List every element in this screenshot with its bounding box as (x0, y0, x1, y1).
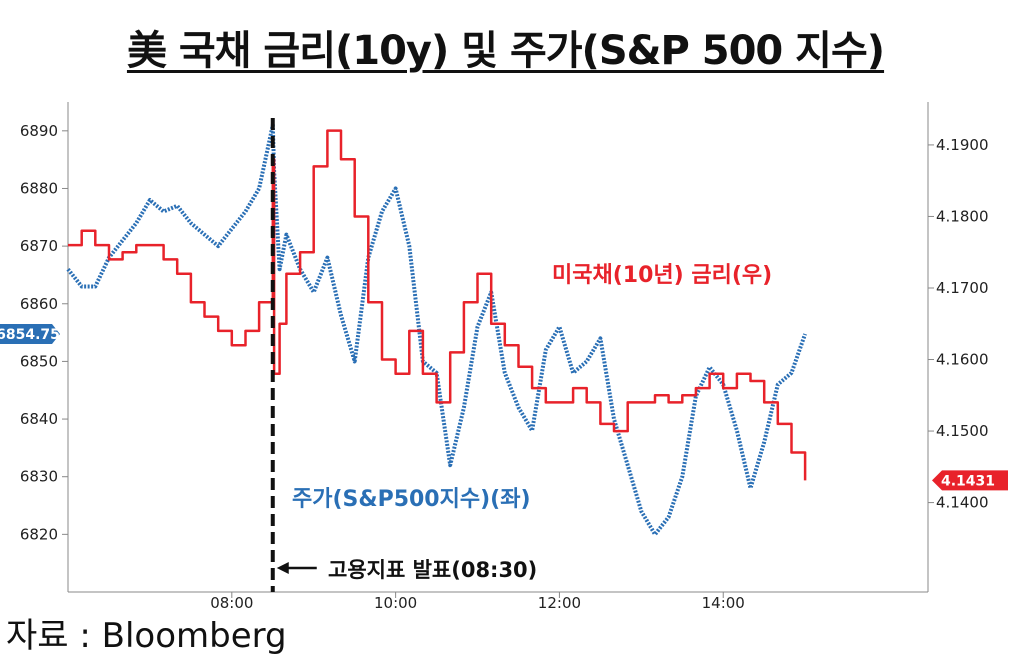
right-axis-ticks: 4.1400 4.1500 4.1600 4.1700 4.1800 4.1900 (928, 136, 989, 512)
right-tick-label: 4.1700 (936, 279, 989, 297)
right-tick-label: 4.1800 (936, 207, 989, 225)
stock-series-label: 주가(S&P500지수)(좌) (292, 487, 531, 512)
page-title: 美 국채 금리(10y) 및 주가(S&P 500 지수) (0, 18, 1011, 76)
left-tick-label: 6830 (20, 468, 58, 486)
left-axis-ticks: 6820 6830 6840 6850 6860 6870 6880 6890 (20, 122, 68, 543)
chart-axes (67, 102, 929, 593)
page-title-text: 美 국채 금리(10y) 및 주가(S&P 500 지수) (126, 28, 885, 74)
left-last-value-tag (0, 324, 60, 345)
left-tick-label: 6850 (20, 352, 58, 370)
stock-series-line (66, 123, 807, 537)
event-marker (270, 118, 317, 592)
left-tick-label: 6870 (20, 237, 58, 255)
left-tick-label: 6820 (20, 525, 58, 543)
x-axis-ticks: 08:00 10:00 12:00 14:00 (210, 592, 745, 612)
x-tick-label: 14:00 (702, 594, 745, 612)
chart-series (66, 123, 807, 537)
event-label: 고용지표 발표(08:30) (328, 558, 537, 582)
event-arrow-head (276, 562, 289, 574)
yield-series-line (68, 129, 807, 481)
x-tick-label: 12:00 (538, 594, 581, 612)
right-last-value-tag (932, 470, 1008, 491)
last-value-tags: 6854.75 4.1431 (0, 324, 1008, 491)
right-tick-label: 4.1600 (936, 351, 989, 369)
right-last-value-text: 4.1431 (941, 473, 995, 489)
right-tick-label: 4.1900 (936, 136, 989, 154)
left-tick-label: 6840 (20, 410, 58, 428)
right-tick-label: 4.1400 (936, 494, 989, 512)
yield-series-label: 미국채(10년) 금리(우) (552, 263, 772, 288)
right-tick-label: 4.1500 (936, 422, 989, 440)
x-tick-label: 08:00 (210, 594, 253, 612)
source-note: 자료 : Bloomberg (6, 616, 287, 656)
left-tick-label: 6890 (20, 122, 58, 140)
left-tick-label: 6880 (20, 179, 58, 197)
x-tick-label: 10:00 (374, 594, 417, 612)
left-tick-label: 6860 (20, 295, 58, 313)
left-last-value-text: 6854.75 (0, 327, 60, 343)
